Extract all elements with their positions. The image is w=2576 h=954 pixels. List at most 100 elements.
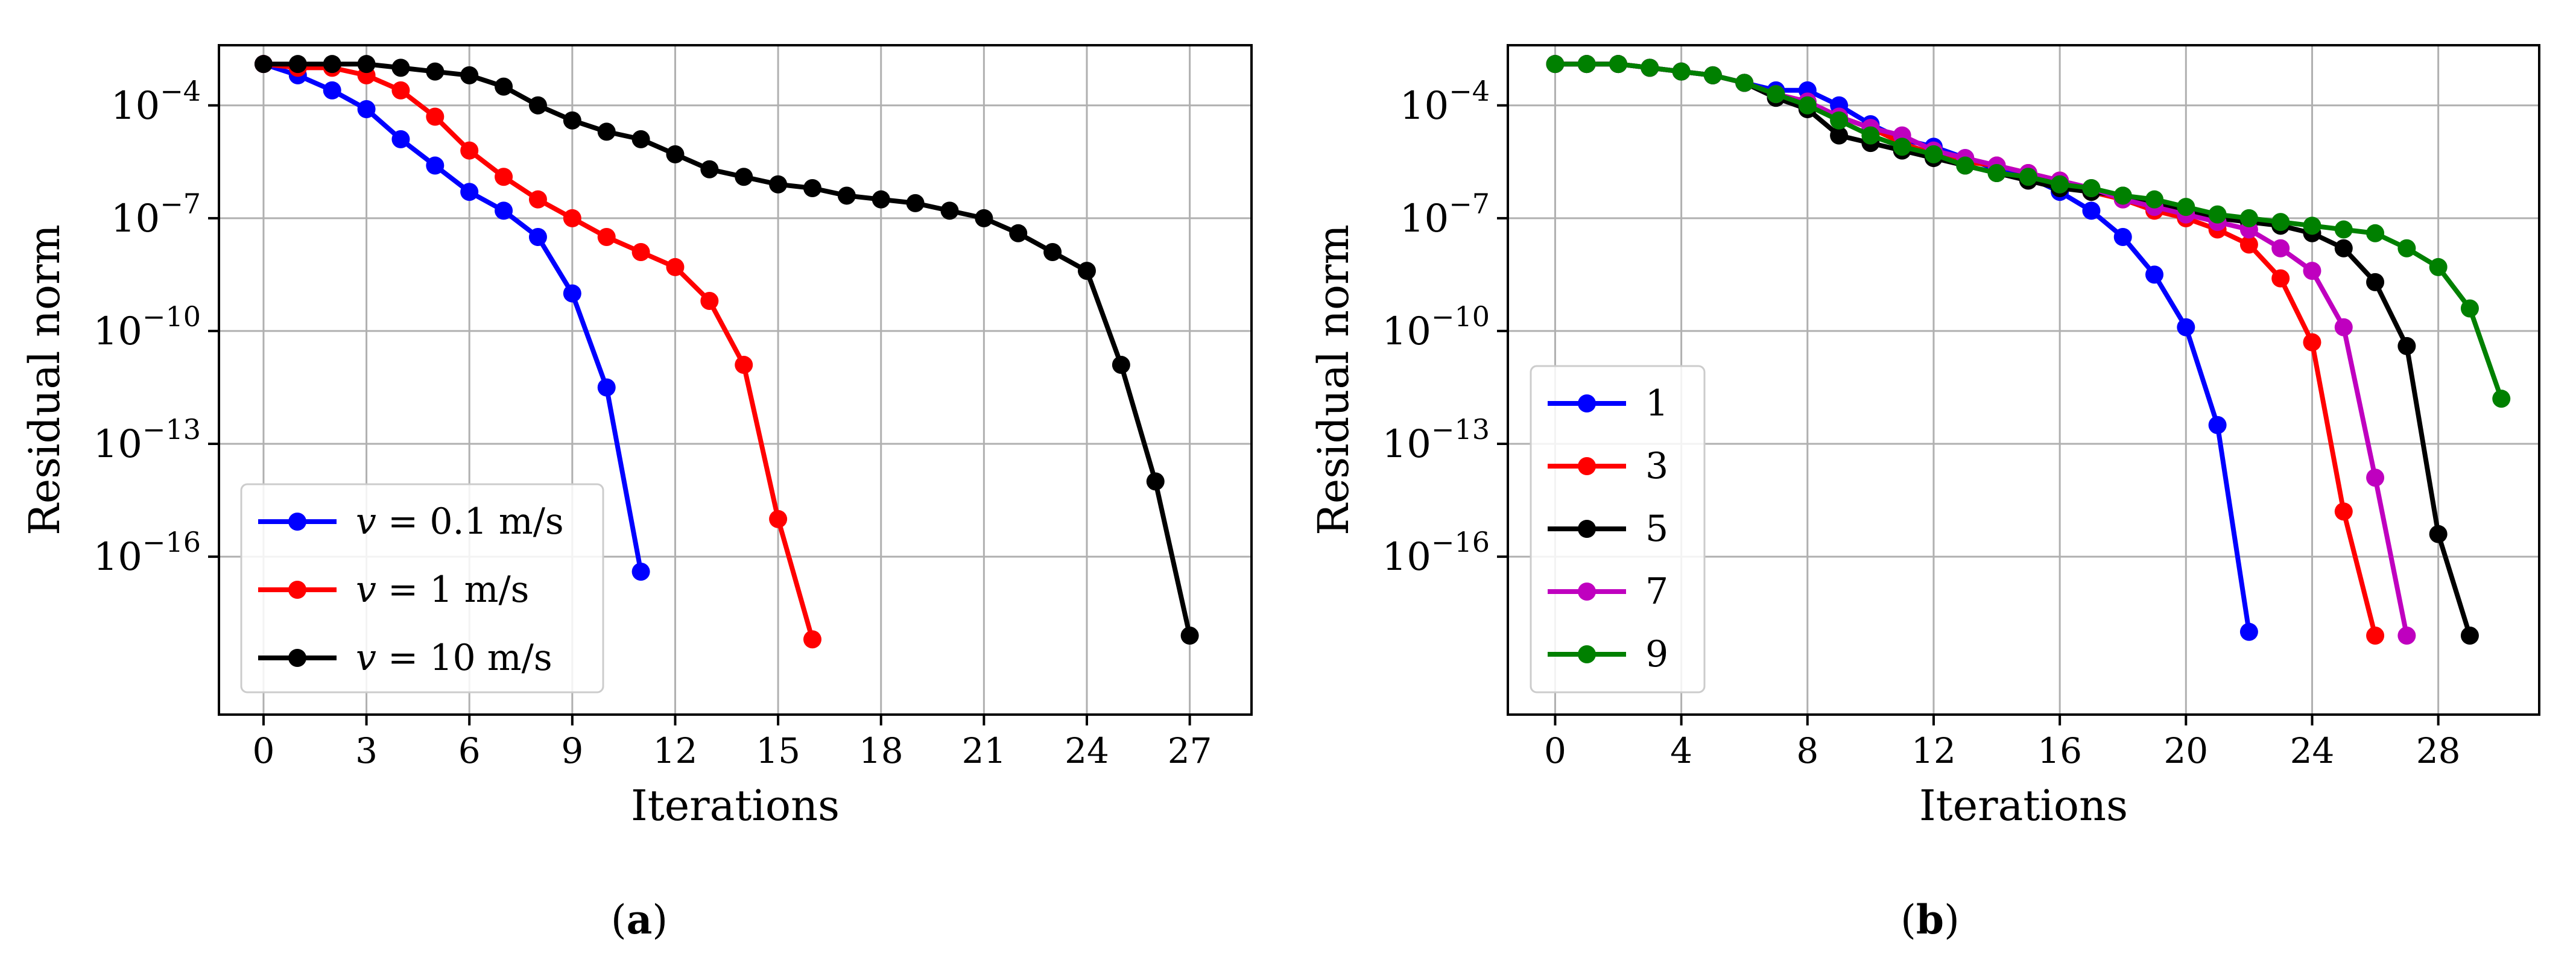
data-point <box>391 130 410 148</box>
data-point <box>563 209 581 227</box>
data-point <box>2334 502 2353 521</box>
data-point <box>735 356 753 374</box>
data-point <box>700 160 719 178</box>
data-point <box>2334 318 2353 336</box>
data-point <box>597 122 616 141</box>
data-point <box>872 190 890 209</box>
legend-label: 3 <box>1645 445 1668 487</box>
axes-frame <box>1507 44 2540 716</box>
series-line <box>1555 62 2504 400</box>
data-point <box>2239 209 2258 227</box>
legend-marker <box>1578 457 1596 475</box>
data-point <box>940 201 959 220</box>
data-point <box>2366 627 2385 645</box>
x-tick-label: 12 <box>653 730 698 771</box>
y-tick-label: 10−16 <box>1382 526 1490 580</box>
data-point <box>2429 525 2448 543</box>
legend-label: v = 10 m/s <box>356 637 552 679</box>
data-point <box>460 183 479 201</box>
data-point <box>460 66 479 84</box>
legend-label: 1 <box>1645 382 1668 425</box>
data-point <box>1112 356 1130 374</box>
data-point <box>2239 622 2258 641</box>
data-point <box>2460 299 2479 318</box>
data-point <box>2334 239 2353 257</box>
data-point <box>2366 224 2385 242</box>
data-point <box>357 55 376 74</box>
data-point <box>528 190 547 209</box>
legend-marker <box>1578 645 1596 663</box>
data-point <box>975 209 993 227</box>
data-point <box>2366 469 2385 487</box>
data-point <box>2145 190 2164 209</box>
data-point <box>597 378 616 397</box>
data-point <box>323 81 341 100</box>
data-point <box>2113 186 2132 205</box>
data-point <box>2271 269 2290 288</box>
data-point <box>1987 164 2006 183</box>
data-point <box>2334 220 2353 239</box>
data-point <box>769 510 788 528</box>
data-point <box>563 284 581 303</box>
data-point <box>666 145 685 163</box>
x-tick-label: 18 <box>859 730 903 771</box>
legend-marker <box>288 649 306 667</box>
x-tick-label: 0 <box>1544 730 1566 771</box>
data-point <box>2239 235 2258 254</box>
data-point <box>1641 58 1659 77</box>
data-point <box>391 58 410 77</box>
legend-marker <box>288 513 306 531</box>
x-axis-label: Iterations <box>631 781 840 830</box>
data-point <box>426 156 445 175</box>
data-point <box>495 77 513 96</box>
panel-a: 0 3 6 9 12 15 18 21 24 27 10−4 10−7 10−10 10−13 10−16 I… <box>20 44 1253 943</box>
x-tick-label: 27 <box>1168 730 1212 771</box>
legend-label: v = 1 m/s <box>356 569 529 611</box>
data-point <box>1009 224 1028 242</box>
data-point <box>2082 178 2101 197</box>
data-point <box>1830 111 1849 130</box>
data-point <box>631 563 650 581</box>
data-point <box>323 55 341 74</box>
data-point <box>2303 216 2321 235</box>
x-tick-label: 3 <box>355 730 378 771</box>
x-tick-label: 24 <box>1065 730 1109 771</box>
data-point <box>769 175 788 194</box>
y-tick-label: 10−4 <box>1400 75 1490 128</box>
data-point <box>803 178 821 197</box>
data-point <box>2429 257 2448 276</box>
panel-caption: (a) <box>611 896 668 943</box>
y-tick-label: 10−7 <box>1400 188 1490 241</box>
data-point <box>1077 262 1096 280</box>
y-tick-label: 10−10 <box>93 300 201 354</box>
data-point <box>666 257 685 276</box>
data-point <box>2397 239 2416 257</box>
x-tick-label: 21 <box>961 730 1006 771</box>
data-point <box>906 194 925 212</box>
data-point <box>495 168 513 186</box>
data-point <box>837 186 856 205</box>
data-point <box>1672 62 1691 81</box>
legend-label: 7 <box>1645 570 1668 613</box>
x-tick-label: 6 <box>458 730 481 771</box>
data-point <box>700 292 719 311</box>
x-tick-label: 0 <box>252 730 274 771</box>
data-point <box>426 62 445 81</box>
data-point <box>254 55 273 74</box>
data-point <box>2208 205 2227 224</box>
y-tick-label: 10−16 <box>93 526 201 580</box>
y-tick-label: 10−13 <box>1382 413 1490 467</box>
legend-label: 9 <box>1645 633 1668 675</box>
data-point <box>631 242 650 261</box>
data-point <box>2113 228 2132 247</box>
data-point <box>528 228 547 247</box>
data-point <box>2145 265 2164 284</box>
axes-frame <box>218 44 1253 716</box>
data-point <box>1798 96 1817 115</box>
legend-marker <box>288 581 306 599</box>
data-point <box>426 107 445 126</box>
legend-marker <box>1578 520 1596 538</box>
x-tick-label: 4 <box>1670 730 1692 771</box>
data-point <box>2019 168 2037 186</box>
